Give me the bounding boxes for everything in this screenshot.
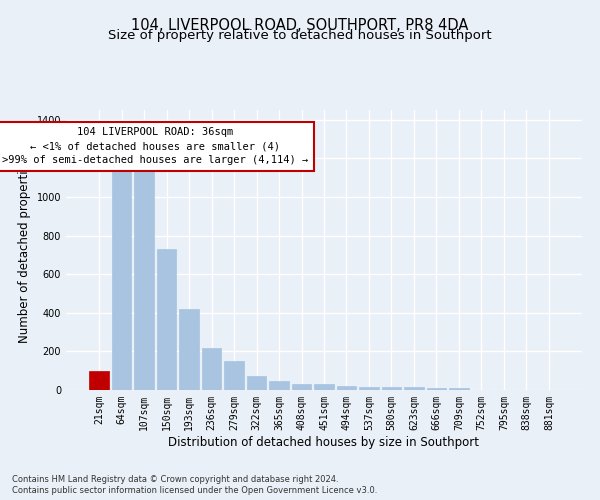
Bar — [359, 387, 379, 390]
Bar — [292, 384, 311, 390]
Text: 104, LIVERPOOL ROAD, SOUTHPORT, PR8 4DA: 104, LIVERPOOL ROAD, SOUTHPORT, PR8 4DA — [131, 18, 469, 32]
Bar — [202, 348, 221, 390]
Y-axis label: Number of detached properties: Number of detached properties — [18, 157, 31, 343]
Bar — [157, 249, 176, 390]
Bar — [314, 384, 334, 390]
Bar — [134, 166, 154, 390]
Bar — [89, 370, 109, 390]
Bar — [337, 386, 356, 390]
Bar — [269, 380, 289, 390]
Bar — [449, 388, 469, 390]
Bar — [382, 387, 401, 390]
Bar — [179, 309, 199, 390]
Text: Size of property relative to detached houses in Southport: Size of property relative to detached ho… — [108, 29, 492, 42]
Bar — [112, 166, 131, 390]
Text: 104 LIVERPOOL ROAD: 36sqm
← <1% of detached houses are smaller (4)
>99% of semi-: 104 LIVERPOOL ROAD: 36sqm ← <1% of detac… — [2, 128, 308, 166]
X-axis label: Distribution of detached houses by size in Southport: Distribution of detached houses by size … — [169, 436, 479, 448]
Text: Contains HM Land Registry data © Crown copyright and database right 2024.: Contains HM Land Registry data © Crown c… — [12, 475, 338, 484]
Bar — [427, 388, 446, 390]
Bar — [404, 387, 424, 390]
Bar — [224, 361, 244, 390]
Text: Contains public sector information licensed under the Open Government Licence v3: Contains public sector information licen… — [12, 486, 377, 495]
Bar — [247, 376, 266, 390]
